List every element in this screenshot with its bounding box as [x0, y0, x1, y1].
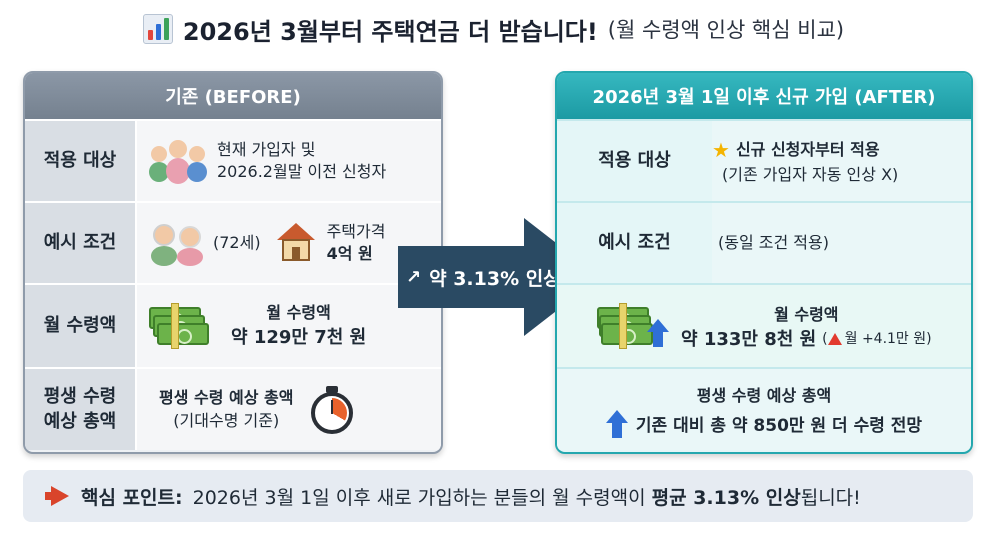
before-example-age: (72세) [213, 232, 261, 252]
after-row-label: 예시 조건 [598, 231, 671, 253]
before-row-label: 적용 대상 [25, 121, 135, 201]
before-monthly-line1: 월 수령액 [266, 303, 331, 323]
trend-up-icon: ↗ [406, 266, 422, 288]
after-row-monthly: 월 수령액 약 133만 8천 원 (월 +4.1만 원) [557, 283, 971, 367]
after-target-line2: (기존 가입자 자동 인상 X) [722, 164, 899, 184]
key-point-text: 2026년 3월 1일 이후 새로 가입하는 분들의 월 수령액이 [192, 486, 646, 509]
after-header: 2026년 3월 1일 이후 신규 가입 (AFTER) [557, 73, 971, 119]
before-row-lifetime: 평생 수령 예상 총액 평생 수령 예상 총액 (기대수명 기준) [25, 367, 441, 450]
before-lifetime-label-line1: 평생 수령 [43, 386, 117, 408]
before-lifetime-line1: 평생 수령 예상 총액 [159, 388, 294, 408]
after-panel: 2026년 3월 1일 이후 신규 가입 (AFTER) 적용 대상 ★ 신규 … [555, 71, 973, 454]
before-target-line2: 2026.2월말 이전 신청자 [217, 162, 387, 181]
before-example-price-label: 주택가격 [326, 221, 386, 241]
after-target-line1: 신규 신청자부터 적용 [735, 139, 880, 159]
before-monthly-line2: 약 129만 7천 원 [231, 326, 367, 348]
family-icon [149, 138, 207, 184]
up-arrow-icon [605, 409, 628, 438]
elderly-couple-icon [149, 220, 207, 266]
house-icon [276, 223, 315, 263]
after-monthly-line1: 월 수령액 [774, 305, 839, 324]
after-row-target: 적용 대상 ★ 신규 신청자부터 적용 (기존 가입자 자동 인상 X) [557, 119, 971, 201]
bar-chart-icon [142, 14, 173, 44]
key-point-banner: 핵심 포인트: 2026년 3월 1일 이후 새로 가입하는 분들의 월 수령액… [23, 470, 973, 522]
key-point-suffix: 됩니다! [800, 486, 861, 509]
before-row-example: 예시 조건 (72세) 주택가격 4억 원 [25, 201, 441, 283]
before-target-line1: 현재 가입자 및 [217, 139, 316, 159]
cash-icon [149, 303, 211, 349]
page-title: 2026년 3월부터 주택연금 더 받습니다! (월 수령액 인상 핵심 비교) [0, 6, 987, 52]
after-row-lifetime: 평생 수령 예상 총액 기존 대비 총 약 850만 원 더 수령 전망 [557, 367, 971, 450]
cash-up-icon [597, 303, 669, 349]
red-up-triangle-icon [827, 333, 842, 345]
before-lifetime-label-line2: 예상 총액 [43, 410, 117, 432]
before-panel: 기존 (BEFORE) 적용 대상 현재 가입자 및 2026.2월말 이전 신… [23, 71, 443, 454]
title-sub: (월 수령액 인상 핵심 비교) [607, 18, 845, 42]
after-monthly-delta: 월 +4.1만 원 [844, 331, 927, 347]
before-example-price-value: 4억 원 [326, 244, 373, 263]
after-lifetime-line2: 기존 대비 총 약 850만 원 더 수령 전망 [635, 416, 923, 436]
after-lifetime-line1: 평생 수령 예상 총액 [696, 385, 832, 405]
key-point-highlight: 평균 3.13% 인상 [651, 486, 801, 509]
before-row-label: 예시 조건 [25, 203, 135, 283]
key-point-prefix: 핵심 포인트: [81, 486, 183, 509]
before-header: 기존 (BEFORE) [25, 73, 441, 119]
before-row-target: 적용 대상 현재 가입자 및 2026.2월말 이전 신청자 [25, 119, 441, 201]
megaphone-icon [45, 486, 71, 506]
stopwatch-icon [309, 385, 355, 434]
after-monthly-line2: 약 133만 8천 원 [681, 329, 817, 350]
after-row-example: 예시 조건 (동일 조건 적용) [557, 201, 971, 283]
title-main: 2026년 3월부터 주택연금 더 받습니다! [182, 17, 598, 46]
before-row-monthly: 월 수령액 월 수령액 약 129만 7천 원 [25, 283, 441, 367]
star-icon: ★ [712, 137, 730, 162]
increase-label: 약 3.13% 인상 [429, 267, 561, 290]
before-lifetime-line2: (기대수명 기준) [173, 410, 280, 430]
after-row-label: 적용 대상 [598, 149, 671, 171]
before-row-label: 월 수령액 [25, 285, 135, 367]
after-example-line1: (동일 조건 적용) [712, 203, 971, 283]
